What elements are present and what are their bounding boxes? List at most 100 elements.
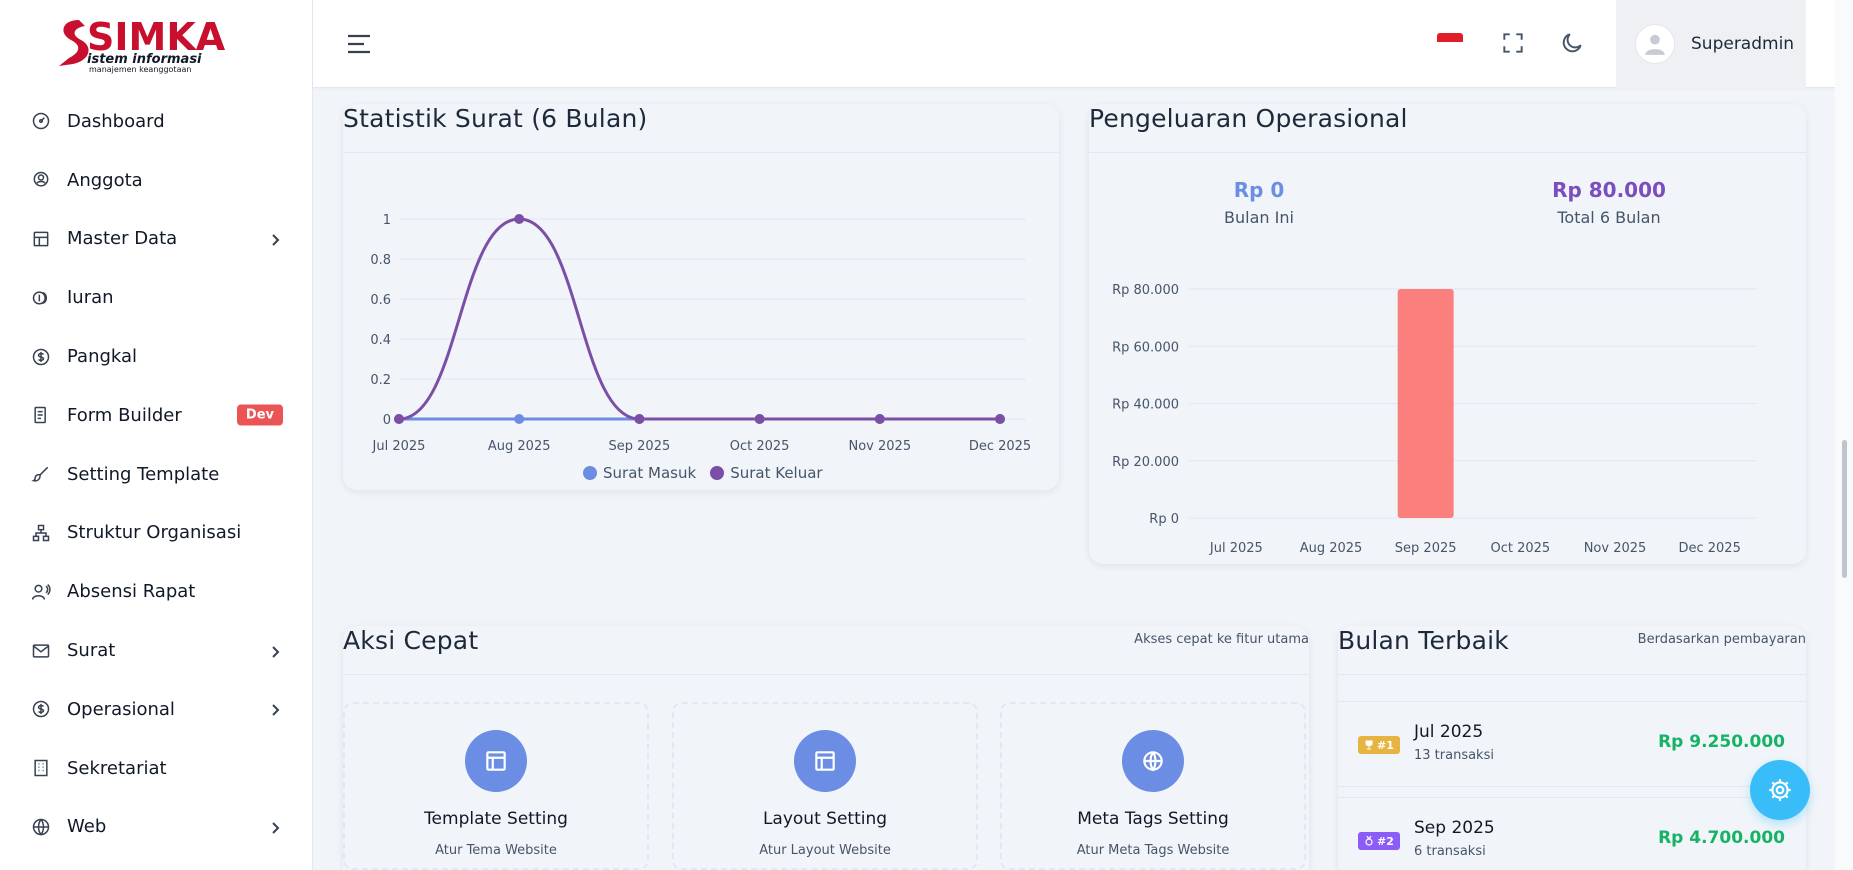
master-data-icon [31, 229, 51, 249]
sidebar-item-web[interactable]: Web [0, 798, 312, 857]
quick-action-meta-tags-setting[interactable]: Meta Tags Setting Atur Meta Tags Website [1000, 702, 1306, 870]
series-line-surat-keluar [398, 217, 1000, 421]
x-tick-label: Sep 2025 [609, 439, 671, 454]
y-tick-label: Rp 60.000 [1112, 340, 1179, 355]
best-month-row[interactable]: #1 Jul 2025 13 transaksi Rp 9.250.000 [1338, 701, 1806, 787]
y-tick-label: Rp 80.000 [1112, 283, 1179, 298]
kpi-label: Bulan Ini [1224, 208, 1294, 227]
y-tick-label: 0.4 [370, 333, 391, 348]
best-month-amount: Rp 4.700.000 [1658, 828, 1785, 848]
x-tick-label: Jul 2025 [372, 439, 426, 454]
fullscreen-icon[interactable] [1500, 30, 1526, 56]
kpi-label: Total 6 Bulan [1557, 208, 1661, 227]
chevron-right-icon [268, 702, 282, 717]
data-point [514, 214, 525, 224]
rank-label: #2 [1377, 834, 1394, 848]
kpi-this-month: Rp 0 Bulan Ini [1169, 178, 1349, 227]
sidebar-nav: Dashboard Anggota Master Data Iuran Pang… [0, 88, 312, 856]
x-tick-label: Aug 2025 [488, 439, 551, 454]
sidebar-item-master-data[interactable]: Master Data [0, 210, 312, 269]
menu-icon[interactable] [346, 32, 374, 56]
x-tick-label: Nov 2025 [1584, 541, 1647, 556]
sidebar-item-label: Iuran [67, 287, 114, 309]
scrollbar-thumb[interactable] [1842, 440, 1847, 578]
best-month-name: Jul 2025 [1414, 722, 1484, 742]
medal-icon [1365, 836, 1373, 846]
legend-label: Surat Keluar [730, 464, 823, 482]
sidebar: SIMKA istem informasi manajemen keanggot… [0, 0, 313, 870]
logo-main-text: SIMKA [87, 15, 226, 59]
sidebar-item-struktur-organisasi[interactable]: Struktur Organisasi [0, 504, 312, 563]
data-point [394, 414, 404, 424]
user-menu[interactable]: Superadmin [1616, 0, 1806, 88]
sidebar-item-operasional[interactable]: Operasional [0, 680, 312, 739]
y-tick-label: 0 [383, 413, 391, 428]
legend-dot [583, 466, 597, 480]
sidebar-item-label: Setting Template [67, 463, 220, 485]
coins-icon [31, 288, 51, 308]
sidebar-item-anggota[interactable]: Anggota [0, 151, 312, 210]
sidebar-item-label: Surat [67, 640, 116, 662]
sidebar-item-label: Form Builder [67, 404, 182, 426]
sidebar-item-iuran[interactable]: Iuran [0, 268, 312, 327]
form-icon [31, 405, 51, 425]
bar [1397, 289, 1454, 518]
kpi-six-month-total: Rp 80.000 Total 6 Bulan [1509, 178, 1709, 227]
layout-icon [794, 730, 856, 792]
sidebar-item-pangkal[interactable]: Pangkal [0, 327, 312, 386]
sidebar-item-absensi-rapat[interactable]: Absensi Rapat [0, 562, 312, 621]
member-icon [31, 170, 51, 190]
data-point [995, 414, 1005, 424]
y-tick-label: Rp 0 [1149, 512, 1179, 527]
quick-action-title: Layout Setting [762, 809, 888, 829]
data-point [514, 414, 525, 424]
best-month-row[interactable]: #2 Sep 2025 6 transaksi Rp 4.700.000 [1338, 797, 1806, 870]
sidebar-item-setting-template[interactable]: Setting Template [0, 445, 312, 504]
chart-legend: Surat Masuk Surat Keluar [583, 464, 823, 482]
user-name: Superadmin [1691, 34, 1795, 54]
best-month-amount: Rp 9.250.000 [1658, 732, 1785, 752]
gear-icon [1769, 779, 1791, 801]
settings-fab[interactable] [1750, 760, 1810, 820]
sidebar-item-label: Sekretariat [67, 757, 167, 779]
kpi-value: Rp 80.000 [1552, 178, 1666, 202]
indonesia-flag-icon[interactable] [1437, 33, 1463, 51]
surat-stats-card: Statistik Surat (6 Bulan) 0 0.2 0.4 0.6 0.8 1… [343, 104, 1059, 490]
quick-action-template-setting[interactable]: Template Setting Atur Tema Website [343, 702, 649, 870]
legend-dot [710, 466, 725, 480]
legend-item-surat-masuk[interactable]: Surat Masuk [583, 464, 696, 482]
quick-action-layout-setting[interactable]: Layout Setting Atur Layout Website [672, 702, 978, 870]
card-subtitle: Akses cepat ke fitur utama [1134, 632, 1309, 647]
moon-icon[interactable] [1559, 30, 1585, 56]
sidebar-item-surat[interactable]: Surat [0, 621, 312, 680]
logo-line2: manajemen keanggotaan [89, 65, 191, 74]
logo-line1: istem informasi [87, 52, 202, 67]
y-tick-label: 0.6 [370, 293, 391, 308]
sidebar-item-dashboard[interactable]: Dashboard [0, 92, 312, 151]
trophy-icon [1365, 740, 1373, 750]
page-scrollbar[interactable] [1835, 0, 1853, 870]
y-tick-label: Rp 40.000 [1112, 398, 1179, 413]
sidebar-item-label: Anggota [67, 169, 143, 191]
card-title: Statistik Surat (6 Bulan) [343, 104, 648, 133]
globe-icon [1122, 730, 1184, 792]
card-title: Aksi Cepat [343, 626, 479, 655]
card-title: Pengeluaran Operasional [1089, 104, 1408, 133]
globe-icon [31, 817, 51, 837]
legend-item-surat-keluar[interactable]: Surat Keluar [710, 464, 823, 482]
rank-label: #1 [1377, 738, 1394, 752]
operational-expense-card: Pengeluaran Operasional Rp 0 Bulan Ini R… [1089, 104, 1806, 564]
chevron-right-icon [268, 232, 282, 246]
sidebar-item-form-builder[interactable]: Form Builder Dev [0, 386, 312, 445]
sidebar-item-label: Master Data [67, 228, 178, 250]
legend-label: Surat Masuk [603, 464, 697, 482]
app-logo[interactable]: SIMKA istem informasi manajemen keanggot… [0, 0, 312, 88]
x-tick-label: Aug 2025 [1300, 541, 1363, 556]
quick-action-subtitle: Atur Tema Website [435, 843, 557, 858]
quick-action-subtitle: Atur Layout Website [759, 843, 891, 858]
operational-bar-chart: Rp 0 Rp 20.000 Rp 40.000 Rp 60.000 Rp 80.000… [1112, 283, 1757, 556]
y-tick-label: Rp 20.000 [1112, 455, 1179, 470]
sidebar-item-sekretariat[interactable]: Sekretariat [0, 739, 312, 798]
sidebar-item-label: Web [67, 816, 107, 838]
sidebar-item-label: Pangkal [67, 346, 138, 368]
